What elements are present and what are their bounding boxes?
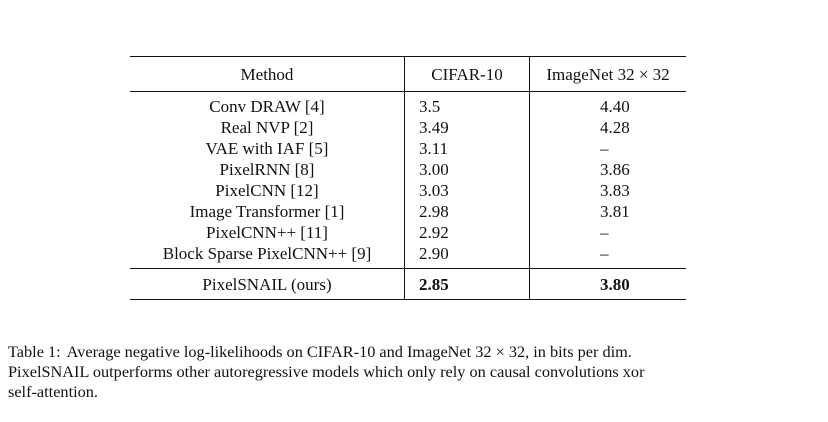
header-row: Method CIFAR-10 ImageNet 32 × 32 xyxy=(130,56,686,92)
imagenet-cell: 4.28 xyxy=(600,118,630,137)
table-row: Conv DRAW [4] 3.5 4.40 xyxy=(130,91,686,117)
method-cell: Image Transformer [1] xyxy=(130,201,405,222)
table-row: Real NVP [2] 3.49 4.28 xyxy=(130,117,686,138)
table-row: PixelCNN++ [11] 2.92 – xyxy=(130,222,686,243)
cifar-cell: 3.5 xyxy=(404,91,530,117)
caption-line-1: Table 1: Average negative log-likelihoods… xyxy=(8,342,820,362)
caption-line-2: PixelSNAIL outperforms other autoregress… xyxy=(8,362,645,381)
table-body: Conv DRAW [4] 3.5 4.40 Real NVP [2] 3.49… xyxy=(130,91,686,269)
table-row: Block Sparse PixelCNN++ [9] 2.90 – xyxy=(130,243,686,269)
cifar-cell: 2.90 xyxy=(404,243,530,269)
imagenet-cell: – xyxy=(600,139,609,158)
cifar-cell: 3.49 xyxy=(404,117,530,138)
imagenet-cell: 3.86 xyxy=(600,160,630,179)
ours-method-cell: PixelSNAIL (ours) xyxy=(130,268,405,300)
imagenet-cell: 4.40 xyxy=(600,97,630,116)
cifar-cell: 2.92 xyxy=(404,222,530,243)
imagenet-cell: – xyxy=(600,244,609,263)
header-method: Method xyxy=(130,56,405,92)
imagenet-cell: 3.83 xyxy=(600,181,630,200)
caption-line-3: self-attention. xyxy=(8,382,98,401)
table-row: PixelRNN [8] 3.00 3.86 xyxy=(130,159,686,180)
table-row: Image Transformer [1] 2.98 3.81 xyxy=(130,201,686,222)
table-row: PixelCNN [12] 3.03 3.83 xyxy=(130,180,686,201)
method-cell: VAE with IAF [5] xyxy=(130,138,405,159)
cifar-cell: 3.00 xyxy=(404,159,530,180)
caption-label: Table 1: xyxy=(8,342,61,361)
table-ours-section: PixelSNAIL (ours) 2.85 3.80 xyxy=(130,268,686,300)
method-cell: Real NVP [2] xyxy=(130,117,405,138)
table-caption: Table 1: Average negative log-likelihoods… xyxy=(8,342,820,402)
cifar-cell: 3.03 xyxy=(404,180,530,201)
method-cell: PixelRNN [8] xyxy=(130,159,405,180)
method-cell: Block Sparse PixelCNN++ [9] xyxy=(130,243,405,269)
imagenet-cell: – xyxy=(600,223,609,242)
results-table: Method CIFAR-10 ImageNet 32 × 32 Conv DR… xyxy=(130,56,686,300)
method-cell: PixelCNN++ [11] xyxy=(130,222,405,243)
ours-imagenet-cell: 3.80 xyxy=(600,274,630,294)
table-row: VAE with IAF [5] 3.11 – xyxy=(130,138,686,159)
caption-text-1: Average negative log-likelihoods on CIFA… xyxy=(66,342,632,361)
cifar-cell: 2.98 xyxy=(404,201,530,222)
ours-cifar-cell: 2.85 xyxy=(404,268,530,300)
ours-row: PixelSNAIL (ours) 2.85 3.80 xyxy=(130,268,686,300)
cifar-cell: 3.11 xyxy=(404,138,530,159)
table-header: Method CIFAR-10 ImageNet 32 × 32 xyxy=(130,56,686,92)
method-cell: Conv DRAW [4] xyxy=(130,91,405,117)
results-table-container: Method CIFAR-10 ImageNet 32 × 32 Conv DR… xyxy=(130,56,686,300)
imagenet-cell: 3.81 xyxy=(600,202,630,221)
header-imagenet: ImageNet 32 × 32 xyxy=(546,64,670,84)
header-cifar10: CIFAR-10 xyxy=(404,56,530,92)
method-cell: PixelCNN [12] xyxy=(130,180,405,201)
